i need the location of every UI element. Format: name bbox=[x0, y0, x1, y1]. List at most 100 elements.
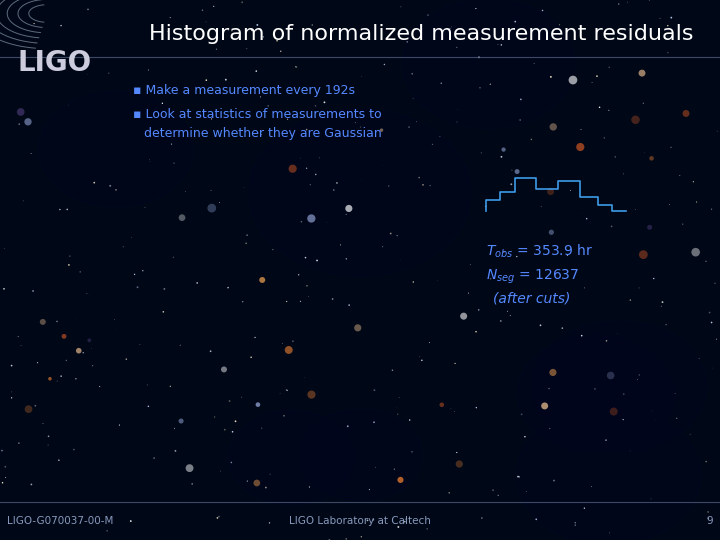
Point bbox=[544, 384, 555, 393]
Point bbox=[32, 359, 43, 367]
Point bbox=[449, 408, 460, 416]
Point bbox=[176, 213, 188, 222]
Point bbox=[422, 11, 433, 19]
Point bbox=[256, 275, 268, 284]
Point bbox=[343, 301, 355, 309]
Point bbox=[103, 69, 114, 78]
Point bbox=[0, 462, 11, 471]
Circle shape bbox=[248, 109, 471, 276]
Point bbox=[711, 127, 720, 136]
Point bbox=[251, 25, 262, 34]
Point bbox=[58, 332, 70, 341]
Point bbox=[156, 98, 168, 107]
Point bbox=[283, 346, 294, 354]
Point bbox=[575, 143, 586, 151]
Text: LIGO Laboratory at Caltech: LIGO Laboratory at Caltech bbox=[289, 516, 431, 526]
Point bbox=[498, 247, 510, 256]
Point bbox=[704, 308, 716, 317]
Point bbox=[603, 63, 615, 72]
Point bbox=[537, 6, 549, 15]
Point bbox=[142, 381, 153, 389]
Point bbox=[511, 252, 523, 261]
Point bbox=[81, 289, 93, 298]
Circle shape bbox=[518, 335, 674, 453]
Point bbox=[84, 336, 95, 345]
Point bbox=[690, 198, 702, 206]
Point bbox=[236, 393, 248, 402]
Point bbox=[634, 370, 645, 379]
Point bbox=[421, 524, 433, 533]
Point bbox=[30, 401, 41, 410]
Point bbox=[511, 167, 523, 176]
Point bbox=[474, 84, 486, 92]
Point bbox=[649, 416, 661, 425]
Point bbox=[44, 374, 55, 383]
Point bbox=[215, 467, 226, 475]
Text: determine whether they are Gaussian: determine whether they are Gaussian bbox=[144, 127, 382, 140]
Point bbox=[539, 402, 550, 410]
Point bbox=[168, 159, 180, 167]
Point bbox=[403, 123, 415, 131]
Point bbox=[383, 107, 395, 116]
Point bbox=[111, 325, 122, 333]
Point bbox=[251, 67, 262, 76]
Point bbox=[445, 404, 456, 413]
Point bbox=[211, 45, 222, 53]
Point bbox=[432, 276, 444, 285]
Point bbox=[335, 241, 346, 249]
Point bbox=[423, 338, 435, 347]
Point bbox=[444, 24, 456, 33]
Point bbox=[674, 171, 685, 180]
Point bbox=[451, 43, 462, 52]
Point bbox=[51, 317, 63, 326]
Point bbox=[436, 79, 447, 87]
Point bbox=[144, 157, 156, 166]
Point bbox=[690, 248, 701, 256]
Point bbox=[213, 512, 225, 521]
Point bbox=[528, 59, 540, 68]
Point bbox=[586, 482, 598, 491]
Point bbox=[27, 287, 39, 295]
Point bbox=[603, 106, 615, 114]
Point bbox=[311, 256, 323, 265]
Point bbox=[0, 473, 12, 482]
Point bbox=[393, 393, 405, 402]
Point bbox=[300, 253, 311, 262]
Point bbox=[654, 14, 666, 23]
Point bbox=[275, 47, 287, 56]
Point bbox=[287, 337, 299, 346]
Point bbox=[251, 21, 263, 29]
Point bbox=[662, 48, 674, 57]
Point bbox=[64, 252, 76, 260]
Point bbox=[516, 410, 527, 418]
Point bbox=[299, 373, 310, 382]
Point bbox=[576, 209, 588, 218]
Point bbox=[53, 456, 65, 464]
Point bbox=[352, 323, 364, 332]
Point bbox=[399, 517, 410, 526]
Point bbox=[156, 99, 168, 107]
Point bbox=[536, 202, 547, 211]
Circle shape bbox=[532, 321, 706, 452]
Point bbox=[703, 514, 714, 522]
Point bbox=[219, 426, 230, 434]
Point bbox=[677, 220, 688, 228]
Text: 9: 9 bbox=[706, 516, 713, 526]
Point bbox=[391, 403, 402, 412]
Point bbox=[547, 368, 559, 377]
Point bbox=[222, 284, 234, 292]
Point bbox=[369, 386, 380, 395]
Point bbox=[61, 205, 73, 214]
Point bbox=[222, 26, 234, 35]
Point bbox=[594, 103, 606, 112]
Point bbox=[168, 253, 179, 262]
Point bbox=[701, 257, 712, 266]
Point bbox=[564, 186, 576, 195]
Point bbox=[305, 180, 316, 189]
Point bbox=[591, 72, 603, 80]
Point bbox=[184, 464, 195, 472]
Point bbox=[506, 166, 518, 174]
Point bbox=[14, 120, 25, 129]
Point bbox=[168, 424, 180, 433]
Point bbox=[68, 446, 80, 454]
